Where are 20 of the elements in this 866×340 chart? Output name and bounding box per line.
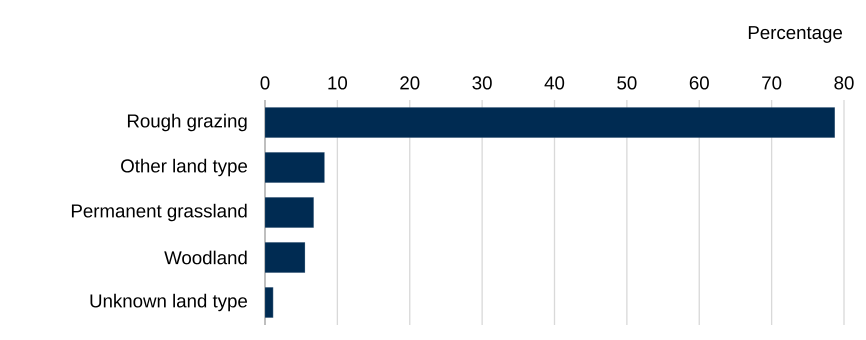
y-tick-label: Unknown land type — [90, 294, 247, 312]
x-tick-label: 10 — [328, 76, 348, 90]
y-tick-label: Other land type — [121, 158, 247, 176]
y-tick-label: Woodland — [164, 250, 247, 264]
x-tick-label: 60 — [690, 76, 709, 90]
x-tick-label: 40 — [544, 76, 564, 90]
bar — [265, 197, 314, 228]
x-tick-label: 0 — [260, 76, 270, 90]
bar — [265, 107, 835, 138]
x-tick-label: 30 — [472, 76, 492, 90]
bar — [265, 242, 306, 273]
x-tick-label: 50 — [617, 76, 637, 90]
bar — [265, 287, 274, 318]
y-tick-label: Permanent grassland — [72, 204, 247, 222]
bar — [265, 152, 325, 183]
y-tick-label: Rough grazing — [128, 114, 247, 132]
x-tick-label: 80 — [834, 76, 854, 90]
x-tick-label: 70 — [762, 76, 782, 90]
x-tick-label: 20 — [400, 76, 420, 90]
x-axis-title: Percentage — [748, 26, 842, 43]
